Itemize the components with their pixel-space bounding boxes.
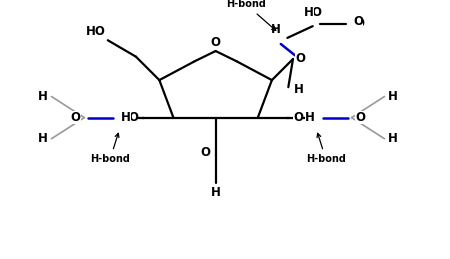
Text: H-bond: H-bond bbox=[226, 0, 276, 31]
Text: O: O bbox=[128, 111, 138, 124]
Text: H: H bbox=[121, 111, 131, 124]
Text: H-bond: H-bond bbox=[306, 133, 346, 164]
Text: O: O bbox=[71, 111, 81, 124]
Text: O: O bbox=[295, 53, 306, 66]
Text: H: H bbox=[388, 132, 398, 145]
Text: H: H bbox=[271, 24, 281, 37]
Text: H: H bbox=[305, 111, 315, 124]
Text: O: O bbox=[200, 146, 210, 159]
Text: O: O bbox=[311, 6, 321, 19]
Text: O: O bbox=[293, 111, 303, 124]
Text: O: O bbox=[354, 17, 364, 30]
Text: H: H bbox=[38, 90, 48, 103]
Text: H: H bbox=[38, 132, 48, 145]
Text: O: O bbox=[356, 111, 365, 124]
Text: O: O bbox=[353, 15, 363, 28]
Text: H-bond: H-bond bbox=[90, 133, 130, 164]
Text: H: H bbox=[304, 6, 314, 19]
Text: HO: HO bbox=[86, 25, 105, 38]
Text: H: H bbox=[388, 90, 398, 103]
Text: H: H bbox=[294, 83, 304, 96]
Text: O: O bbox=[211, 36, 220, 49]
Text: H: H bbox=[211, 186, 220, 199]
